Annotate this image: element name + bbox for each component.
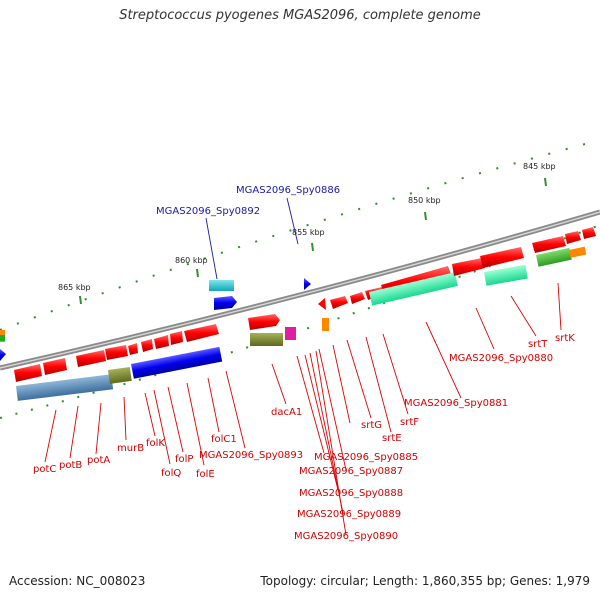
map-title: Streptococcus pyogenes MGAS2096, complet… <box>119 8 481 23</box>
forward-gene <box>532 236 566 253</box>
accession-text: Accession: NC_008023 <box>9 574 146 588</box>
label-spy0886: MGAS2096_Spy0886 <box>236 185 340 196</box>
label-folK: folK <box>146 438 165 449</box>
label-spy0880: MGAS2096_Spy0880 <box>449 353 553 364</box>
label-srtK: srtK <box>555 333 575 344</box>
forward-gene <box>248 314 280 330</box>
label-folQ: folQ <box>161 468 181 479</box>
folP-gene <box>154 335 169 349</box>
gene-pink <box>285 327 296 340</box>
label-spy0890: MGAS2096_Spy0890 <box>294 531 398 542</box>
srtF-cds <box>369 272 458 306</box>
topology-text: Topology: circular; Length: 1,860,355 bp… <box>260 574 590 588</box>
label-dacA1: dacA1 <box>271 407 302 418</box>
label-murB: murB <box>117 443 144 454</box>
top-gene-labels: MGAS2096_Spy0886 MGAS2096_Spy0892 <box>156 185 340 217</box>
potC-cds <box>16 374 114 401</box>
label-spy0888: MGAS2096_Spy0888 <box>299 488 403 499</box>
murB-gene <box>105 345 128 360</box>
potA-gene <box>76 350 106 367</box>
forward-gene <box>582 227 596 239</box>
scale-label-865: 865 kbp <box>58 283 91 292</box>
potC-gene <box>14 364 42 382</box>
scale-label-855: 855 kbp <box>292 228 325 237</box>
label-spy0887: MGAS2096_Spy0887 <box>299 466 403 477</box>
folC1-gene <box>184 324 219 342</box>
label-srtG: srtG <box>361 420 382 431</box>
folE-gene <box>170 331 183 345</box>
gene-0886-arrow <box>304 278 311 290</box>
scale-labels: 845 kbp 850 kbp 855 kbp 860 kbp 865 kbp <box>58 162 556 292</box>
label-folC1: folC1 <box>211 434 237 445</box>
label-spy0892: MGAS2096_Spy0892 <box>156 206 260 217</box>
label-potC: potC <box>33 464 56 475</box>
gene-0892-arrow <box>214 296 237 310</box>
forward-gene <box>350 292 365 304</box>
srtT-gene <box>480 247 524 268</box>
folQ-gene <box>141 339 153 352</box>
bottom-features <box>16 346 223 401</box>
label-folP: folP <box>175 454 193 465</box>
left-features <box>0 324 219 382</box>
gene-0893-block <box>250 333 283 346</box>
top-features <box>0 227 596 346</box>
forward-gene <box>565 231 581 244</box>
label-srtF: srtF <box>400 417 419 428</box>
srtT-cds <box>484 264 528 286</box>
label-spy0893: MGAS2096_Spy0893 <box>199 450 303 461</box>
label-spy0881: MGAS2096_Spy0881 <box>404 398 508 409</box>
label-potB: potB <box>59 460 82 471</box>
murB-cds <box>107 366 132 384</box>
scale-label-850: 850 kbp <box>408 196 441 205</box>
fol-cds <box>131 346 223 379</box>
label-potA: potA <box>87 455 110 466</box>
label-srtE: srtE <box>382 433 402 444</box>
gene-green-small <box>0 335 5 341</box>
scale-label-860: 860 kbp <box>175 256 208 265</box>
label-srtT: srtT <box>528 339 548 350</box>
bottom-gene-labels: potC potB potA murB folK folQ folP folE … <box>33 333 575 542</box>
gene-orange <box>322 318 329 331</box>
scale-ring <box>0 139 600 331</box>
label-spy0889: MGAS2096_Spy0889 <box>297 509 401 520</box>
forward-gene <box>330 296 348 309</box>
label-spy0885: MGAS2096_Spy0885 <box>314 452 418 463</box>
forward-gene <box>452 258 485 276</box>
scale-label-845: 845 kbp <box>523 162 556 171</box>
gene-0892-cds <box>209 280 234 291</box>
reverse-gene <box>0 349 6 361</box>
potB-gene <box>43 358 67 375</box>
leader-lines-blue <box>205 197 299 280</box>
gene-orange <box>569 246 587 258</box>
forward-gene <box>318 298 326 310</box>
folK-gene <box>128 343 138 355</box>
label-folE: folE <box>196 469 215 480</box>
srtK-cds <box>536 247 572 267</box>
leader-lines <box>44 282 562 536</box>
